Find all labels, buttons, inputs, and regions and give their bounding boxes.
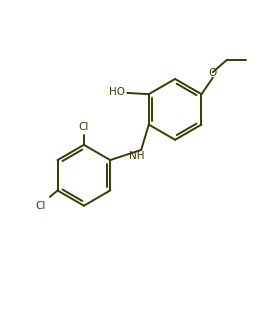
Text: Cl: Cl	[79, 122, 89, 132]
Text: Cl: Cl	[36, 202, 46, 211]
Text: O: O	[209, 68, 217, 78]
Text: NH: NH	[129, 151, 144, 161]
Text: HO: HO	[109, 87, 125, 97]
